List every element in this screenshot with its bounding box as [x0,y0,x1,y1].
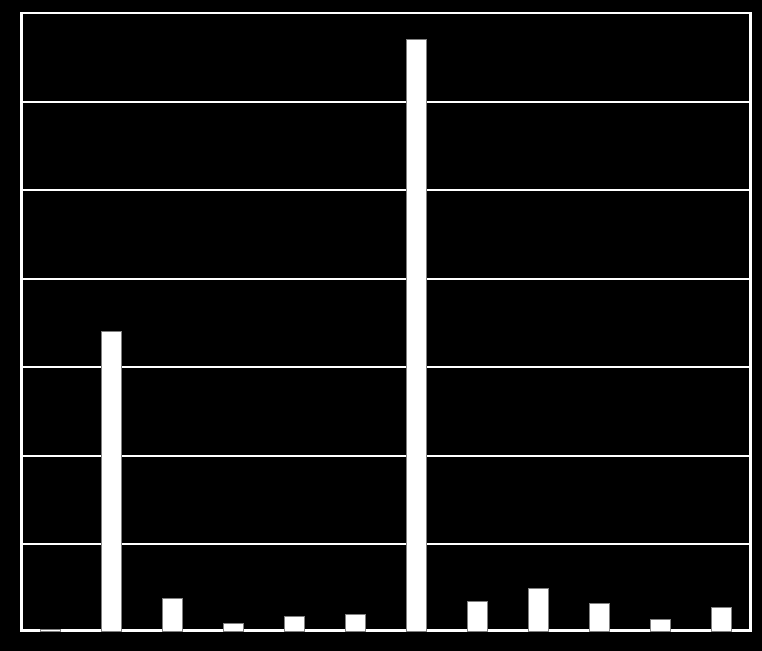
gridline [20,189,752,191]
gridline [20,543,752,545]
bar [589,603,611,632]
gridline [20,455,752,457]
bar [711,607,733,632]
x-axis-baseline [20,629,752,632]
plot-area [20,12,752,632]
bar [467,601,489,632]
y-axis-right [749,12,752,632]
bar [284,616,306,632]
bar [528,588,550,632]
bar [406,39,428,632]
gridline [20,101,752,103]
chart-container [0,0,762,651]
bar [40,629,62,632]
bar [650,619,672,632]
bar [345,614,367,632]
gridline [20,12,752,14]
gridline [20,366,752,368]
bar [101,331,123,632]
bar [162,598,184,632]
bar [223,623,245,632]
gridline [20,278,752,280]
y-axis-left [20,12,23,632]
